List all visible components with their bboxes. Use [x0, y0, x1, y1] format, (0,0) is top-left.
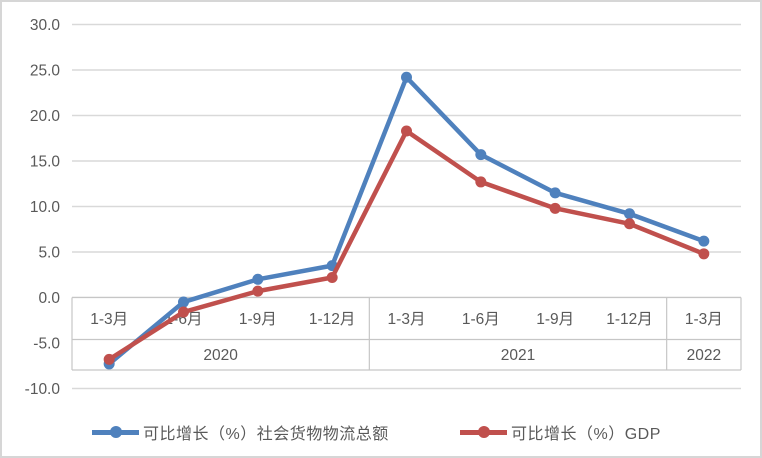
data-point-marker	[475, 176, 487, 188]
x-axis-month-label: 1-9月	[536, 311, 574, 328]
data-point-marker	[252, 273, 264, 285]
axis-table-background	[72, 297, 741, 370]
data-point-marker	[624, 208, 635, 220]
data-point-marker	[178, 296, 189, 308]
data-point-marker	[549, 202, 561, 214]
data-point-marker	[401, 71, 412, 83]
legend-marker-line-dot-red-icon	[460, 426, 507, 438]
data-point-marker	[549, 187, 561, 199]
data-point-marker	[326, 271, 338, 283]
x-axis-year-label: 2022	[687, 347, 721, 364]
legend-item-logistics: 可比增长（%）社会货物物流总额	[92, 416, 389, 448]
data-point-marker	[475, 149, 487, 161]
y-axis-tick-label: 30.0	[30, 17, 61, 34]
legend-label-gdp: 可比增长（%）GDP	[511, 426, 661, 443]
y-axis-tick-label: -10.0	[25, 381, 61, 398]
x-axis-month-label: 1-12月	[606, 311, 653, 328]
x-axis-year-label: 2021	[501, 347, 535, 364]
y-axis-tick-label: 5.0	[38, 245, 60, 262]
x-axis-month-label: 1-9月	[239, 311, 277, 328]
chart-legend: 可比增长（%）社会货物物流总额 可比增长（%）GDP	[2, 416, 760, 448]
legend-item-gdp: 可比增长（%）GDP	[460, 416, 661, 448]
x-axis-month-label: 1-6月	[462, 311, 500, 328]
data-point-marker	[401, 125, 412, 137]
x-axis-month-label: 1-3月	[685, 311, 723, 328]
data-point-marker	[698, 248, 710, 260]
x-axis-month-label: 1-3月	[90, 311, 128, 328]
data-point-marker	[103, 353, 115, 365]
x-axis-month-label: 1-6月	[165, 311, 203, 328]
y-axis-tick-label: -5.0	[33, 336, 60, 353]
data-point-marker	[178, 306, 189, 318]
legend-label-logistics: 可比增长（%）社会货物物流总额	[143, 426, 389, 443]
x-axis-month-label: 1-12月	[309, 311, 356, 328]
y-axis-tick-label: 15.0	[30, 154, 61, 171]
x-axis-year-label: 2020	[203, 347, 238, 364]
y-axis-tick-label: 20.0	[30, 108, 61, 125]
data-point-marker	[252, 285, 264, 297]
y-axis-tick-label: 10.0	[30, 199, 61, 216]
y-axis-tick-label: 25.0	[30, 63, 61, 80]
legend-marker-line-dot-blue-icon	[92, 426, 139, 438]
y-axis-tick-label: 0.0	[38, 290, 60, 307]
data-point-marker	[624, 218, 635, 230]
x-axis-month-label: 1-3月	[388, 311, 426, 328]
data-point-marker	[698, 235, 710, 247]
